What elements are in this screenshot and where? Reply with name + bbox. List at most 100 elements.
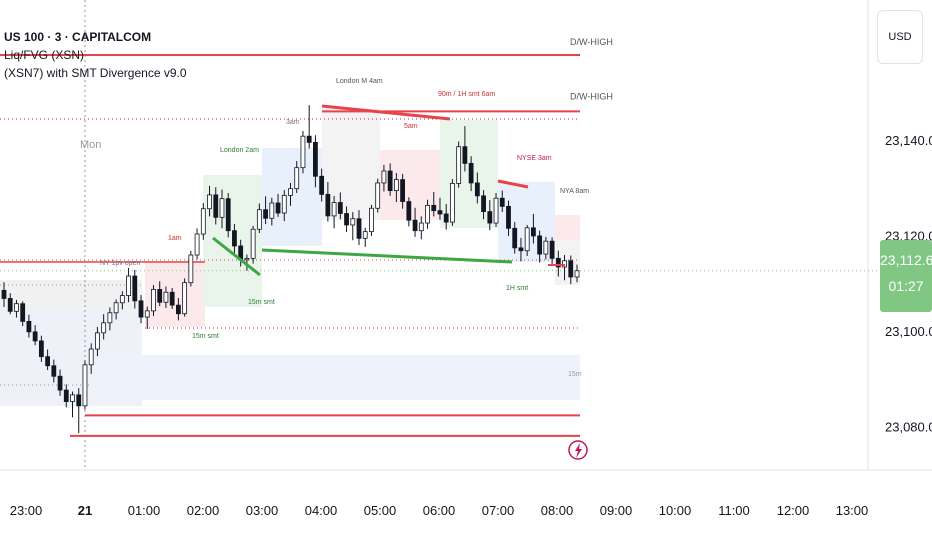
x-tick-label-7: 06:00 — [423, 503, 456, 518]
x-tick-label-9: 08:00 — [541, 503, 574, 518]
candle-body-45 — [281, 194, 287, 214]
candle-body-87 — [543, 240, 549, 255]
candle-body-57 — [356, 218, 362, 239]
session-box-2 — [90, 355, 580, 400]
candle-body-64 — [400, 179, 406, 202]
candle-body-58 — [362, 231, 368, 239]
y-tick-label-2: 23,120.0 — [885, 228, 932, 243]
candle-body-69 — [431, 204, 437, 212]
x-tick-label-6: 05:00 — [364, 503, 397, 518]
candle-body-86 — [537, 235, 543, 255]
candle-body-37 — [232, 230, 237, 247]
candle-body-0 — [1, 289, 7, 299]
candle-body-91 — [568, 260, 574, 278]
candle-body-31 — [194, 233, 200, 256]
symbol-title[interactable]: US 100 · 3 · CAPITALCOM — [4, 30, 152, 44]
candle-body-70 — [437, 210, 443, 215]
candle-body-73 — [456, 146, 462, 184]
candle-body-50 — [313, 141, 318, 177]
y-tick-label-0: 23,080.0 — [885, 419, 932, 434]
current-price-tag: 23,112.6 01:27 — [880, 240, 932, 312]
y-tick-label-1: 23,100.0 — [885, 324, 932, 339]
candle-body-27 — [169, 291, 175, 306]
x-tick-label-10: 09:00 — [600, 503, 633, 518]
x-tick-label-4: 03:00 — [246, 503, 279, 518]
lightning-icon[interactable] — [568, 440, 588, 460]
annotation-5: NYSE 3am — [517, 155, 552, 162]
candle-body-22 — [138, 300, 144, 318]
annotation-11: 1H smt — [506, 285, 528, 292]
currency-button[interactable]: USD — [877, 10, 923, 64]
x-tick-label-13: 12:00 — [777, 503, 810, 518]
candle-body-36 — [225, 198, 231, 232]
candle-body-8 — [51, 365, 57, 377]
candle-body-62 — [387, 170, 393, 191]
candle-body-59 — [369, 207, 374, 233]
candle-body-5 — [32, 331, 38, 342]
candle-body-29 — [182, 282, 188, 315]
x-tick-label-11: 10:00 — [659, 503, 692, 518]
chart-legend: US 100 · 3 · CAPITALCOM Liq/FVG (XSN) (X… — [4, 28, 187, 82]
x-tick-label-5: 04:00 — [305, 503, 338, 518]
candle-body-14 — [88, 348, 94, 366]
annotation-7: 15m — [568, 371, 582, 378]
candle-body-9 — [57, 375, 63, 391]
level-label-dw-high-2: D/W-HIGH — [570, 91, 613, 101]
candle-body-63 — [393, 179, 399, 191]
candle-body-77 — [481, 195, 486, 212]
candle-body-15 — [95, 332, 100, 350]
indicator-liq-fvg[interactable]: Liq/FVG (XSN) — [4, 48, 85, 62]
candle-body-67 — [418, 222, 424, 232]
smt-line-bullish-1 — [212, 236, 261, 277]
candle-body-7 — [45, 356, 50, 367]
candle-body-6 — [38, 340, 44, 358]
smt-line-bullish-2 — [261, 248, 513, 264]
x-tick-label-12: 11:00 — [718, 503, 750, 518]
candle-body-10 — [63, 389, 69, 402]
candle-body-53 — [331, 202, 337, 217]
annotation-0: London 2am — [220, 147, 259, 154]
candle-body-84 — [524, 227, 530, 252]
candle-body-25 — [157, 288, 163, 303]
candle-body-49 — [306, 135, 312, 143]
candle-body-61 — [381, 170, 387, 184]
candle-body-72 — [450, 183, 455, 223]
candle-body-23 — [144, 310, 150, 318]
candle-body-60 — [375, 182, 381, 209]
session-label-mon: Mon — [80, 139, 101, 151]
candle-body-3 — [20, 303, 26, 322]
candle-body-12 — [76, 394, 82, 407]
candle-body-19 — [119, 295, 125, 304]
y-tick-label-3: 23,140.0 — [885, 133, 932, 148]
candle-body-11 — [70, 394, 75, 402]
annotation-2: 3am — [286, 119, 300, 126]
candle-body-80 — [499, 197, 505, 207]
smt-line-bearish-1 — [321, 104, 451, 121]
candle-body-28 — [175, 304, 181, 315]
candle-body-78 — [487, 211, 493, 224]
candle-body-46 — [288, 188, 293, 196]
candle-body-2 — [14, 303, 19, 312]
candle-body-40 — [250, 228, 256, 259]
candle-body-92 — [574, 270, 580, 278]
candle-body-35 — [219, 198, 225, 218]
candle-body-66 — [412, 219, 418, 232]
annotation-12: NY 1pv open — [100, 260, 140, 267]
candle-body-88 — [549, 240, 555, 259]
candle-body-83 — [518, 247, 524, 252]
candle-body-30 — [188, 254, 194, 284]
x-tick-label-1: 21 — [78, 503, 92, 518]
candle-body-74 — [462, 146, 468, 164]
candle-body-79 — [493, 197, 499, 224]
candle-body-76 — [474, 182, 480, 197]
annotation-4: 90m / 1H smt 6am — [438, 91, 495, 98]
candle-body-89 — [555, 257, 561, 268]
indicator-smt-divergence[interactable]: (XSN7) with SMT Divergence v9.0 — [4, 66, 187, 80]
bar-countdown: 01:27 — [888, 278, 924, 294]
x-tick-label-2: 01:00 — [128, 503, 161, 518]
candle-body-81 — [506, 205, 511, 229]
candle-body-48 — [300, 135, 306, 169]
annotation-3: 5am — [404, 123, 418, 130]
candle-body-41 — [256, 209, 262, 230]
